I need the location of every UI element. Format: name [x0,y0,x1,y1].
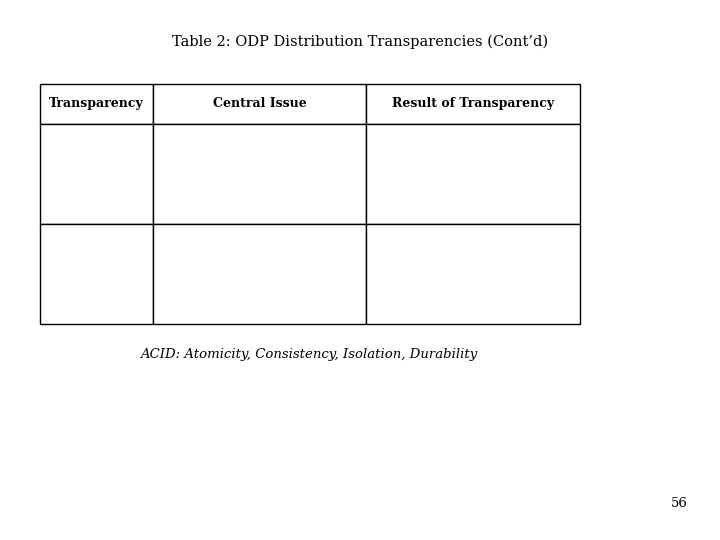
Text: Transaction: Transaction [61,167,132,181]
Bar [40,224,153,324]
Text: Clients unaware of coordination
activities among a configuration
of objects requ: Clients unaware of coordination activiti… [374,151,566,197]
Bar [153,124,366,224]
Text: Federation: Federation [64,267,129,281]
Text: Clients unaware of interactions
crossing administrative and
technology boundarie: Clients unaware of interactions crossing… [374,251,561,297]
Text: Transparency: Transparency [49,97,144,111]
Bar [40,84,153,124]
Text: Pan-organizational boundaries.: Pan-organizational boundaries. [161,267,346,281]
Text: Central Issue: Central Issue [213,97,307,111]
Text: 56: 56 [671,497,688,510]
Bar [153,224,366,324]
Bar [366,84,580,124]
Text: Table 2: ODP Distribution Transparencies (Cont’d): Table 2: ODP Distribution Transparencies… [172,35,548,50]
Bar [366,124,580,224]
Bar [40,124,153,224]
Bar [366,224,580,324]
Text: Coordination required to satisfy
transactional (ACID) properties of
operations: Coordination required to satisfy transac… [161,151,364,197]
Text: ACID: Atomicity, Consistency, Isolation, Durability: ACID: Atomicity, Consistency, Isolation,… [140,348,477,361]
Bar [153,84,366,124]
Text: Result of Transparency: Result of Transparency [392,97,554,111]
